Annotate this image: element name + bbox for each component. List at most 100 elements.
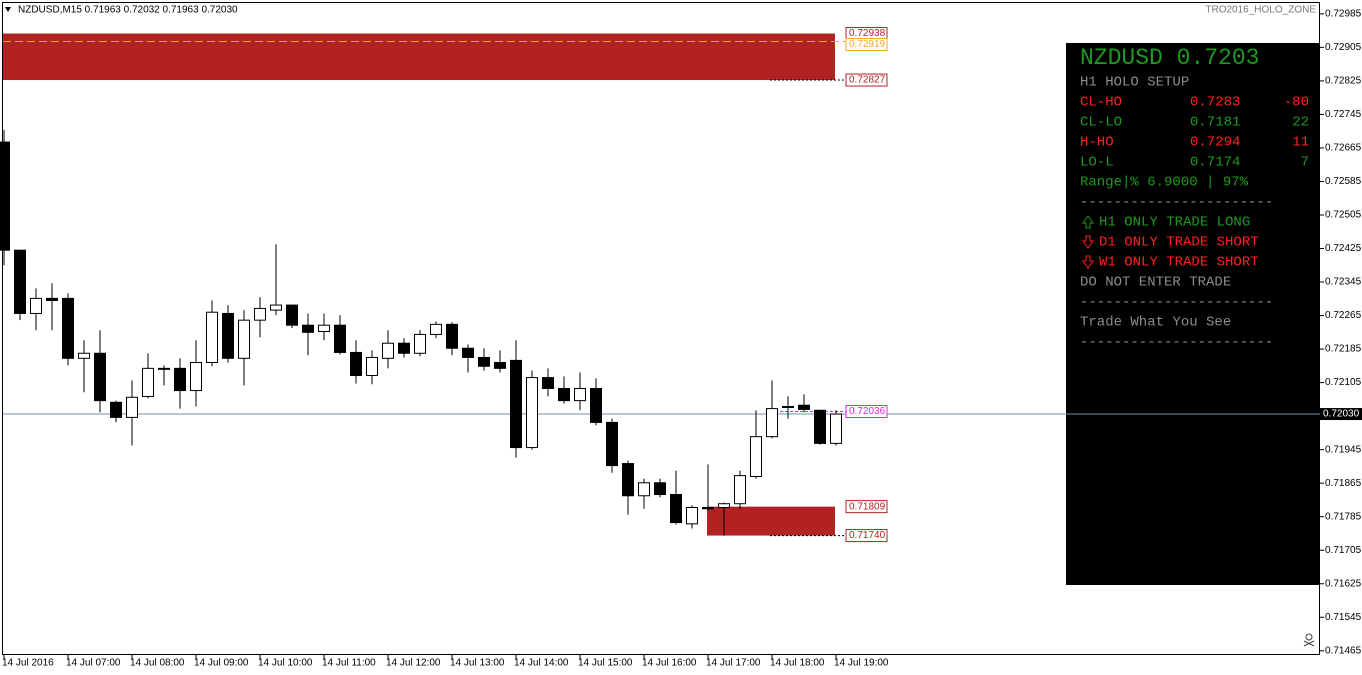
y-tick-label: 0.71785 — [1325, 511, 1362, 522]
candle-body — [686, 506, 698, 525]
candle-body — [446, 323, 458, 349]
candle-body — [350, 351, 362, 376]
arrow-down-icon — [1082, 235, 1094, 249]
panel-text: H-HO — [1080, 135, 1114, 151]
candle-body — [382, 342, 394, 359]
panel-text: Range|% 6.9000 | 97% — [1080, 175, 1249, 191]
candle-body — [286, 304, 298, 326]
y-tick-label: 0.71545 — [1325, 612, 1362, 623]
candle-body — [494, 361, 506, 369]
panel-text: Trade What You See — [1080, 315, 1231, 331]
x-tick-label: 14 Jul 07:00 — [66, 658, 121, 669]
candle-body — [702, 506, 714, 510]
y-tick-label: 0.72345 — [1325, 277, 1362, 288]
candle-body — [590, 387, 602, 423]
panel-text: CL-HO — [1080, 95, 1122, 111]
panel-text: NZDUSD 0.7203 H1 HOLO SETUP CL-HO 0.7283 -80… — [1080, 45, 1309, 351]
candle-body — [46, 297, 58, 301]
y-tick-label: 0.72825 — [1325, 76, 1362, 87]
x-tick-label: 14 Jul 10:00 — [258, 658, 313, 669]
panel-text: ----------------------- — [1080, 335, 1273, 351]
panel-text: H1 HOLO SETUP — [1080, 75, 1189, 91]
y-tick-label: 0.71625 — [1325, 578, 1362, 589]
arrow-up-icon — [1082, 215, 1094, 229]
price-tag: 0.72938 — [849, 28, 886, 39]
candle-body — [814, 409, 826, 444]
candle-body — [558, 387, 570, 402]
current-price-box — [1320, 408, 1362, 421]
price-tag: 0.72827 — [849, 75, 886, 86]
candle-body — [0, 141, 10, 251]
candle-body — [62, 297, 74, 359]
candle-body — [174, 367, 186, 392]
candle-body — [830, 413, 842, 444]
panel-text: 0.7181 — [1190, 115, 1240, 131]
candle-body — [622, 462, 634, 497]
price-tag-box — [845, 529, 888, 543]
candle-body — [638, 482, 650, 497]
y-tick-label: 0.71465 — [1325, 645, 1362, 656]
arrow-down-icon — [1082, 255, 1094, 269]
candle-body — [526, 377, 538, 449]
candle-body — [14, 249, 26, 314]
panel-text: 11 — [1292, 135, 1309, 151]
y-tick-label: 0.71945 — [1325, 444, 1362, 455]
candle-body — [542, 377, 554, 389]
x-tick-label: 14 Jul 12:00 — [386, 658, 441, 669]
panel-text: W1 ONLY TRADE SHORT — [1099, 255, 1259, 271]
panel-text: H1 ONLY TRADE LONG — [1099, 215, 1250, 231]
panel-text: ----------------------- — [1080, 295, 1273, 311]
price-tag: 0.71809 — [849, 501, 886, 512]
candle-body — [430, 323, 442, 335]
price-tag-box — [845, 37, 888, 51]
panel-text: -80 — [1284, 95, 1309, 111]
panel-text: 0.7294 — [1190, 135, 1240, 151]
panel-text: DO NOT ENTER TRADE — [1080, 275, 1231, 291]
x-tick-label: 14 Jul 15:00 — [578, 658, 633, 669]
menu-arrow[interactable] — [5, 7, 11, 12]
panel-text: 22 — [1292, 115, 1309, 131]
candle-body — [254, 307, 266, 321]
panel-text: 0.7174 — [1190, 155, 1240, 171]
price-tag: 0.72919 — [849, 39, 886, 50]
price-tag-box — [845, 500, 888, 514]
x-tick-label: 14 Jul 14:00 — [514, 658, 569, 669]
x-tick-label: 14 Jul 18:00 — [770, 658, 825, 669]
candle-body — [318, 324, 330, 332]
panel-text: CL-LO — [1080, 115, 1122, 131]
price-tag-box — [845, 405, 888, 419]
candle-body — [222, 312, 234, 359]
price-tag: 0.72036 — [849, 406, 886, 417]
x-tick-label: 14 Jul 17:00 — [706, 658, 761, 669]
x-tick-label: 14 Jul 09:00 — [194, 658, 249, 669]
candle-body — [654, 482, 666, 495]
y-tick-label: 0.72185 — [1325, 344, 1362, 355]
candle-body — [30, 297, 42, 314]
y-tick-label: 0.72505 — [1325, 210, 1362, 221]
candle-body — [206, 311, 218, 363]
price-tag: 0.71740 — [849, 530, 886, 541]
panel-text: ----------------------- — [1080, 195, 1273, 211]
candle-body — [462, 347, 474, 358]
y-tick-label: 0.72585 — [1325, 176, 1362, 187]
candle-body — [78, 352, 90, 359]
info-panel — [1066, 43, 1320, 585]
y-tick-label: 0.72425 — [1325, 243, 1362, 254]
current-price-label: 0.72030 — [1323, 409, 1360, 420]
panel-text: NZDUSD 0.7203 — [1080, 45, 1259, 71]
panel-text: 7 — [1301, 155, 1309, 171]
candle-body — [478, 356, 490, 367]
candle-body — [190, 361, 202, 392]
panel-text: LO-L — [1080, 155, 1114, 171]
x-tick-label: 14 Jul 19:00 — [834, 658, 889, 669]
y-tick-label: 0.71865 — [1325, 478, 1362, 489]
candle-body — [366, 356, 378, 376]
y-tick-label: 0.72105 — [1325, 377, 1362, 388]
candle-body — [414, 333, 426, 354]
candle-body — [766, 408, 778, 438]
zone — [3, 33, 835, 81]
candle-body — [718, 503, 730, 508]
y-tick-label: 0.71705 — [1325, 545, 1362, 556]
candle-body — [270, 304, 282, 311]
